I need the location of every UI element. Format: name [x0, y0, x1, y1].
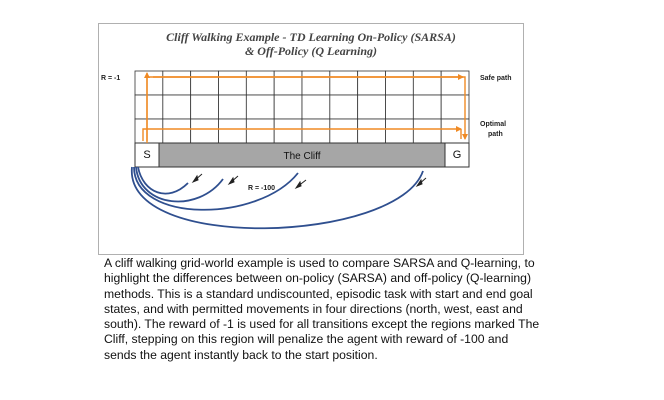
grid-cell: [162, 70, 192, 96]
grid-cell: [162, 94, 192, 120]
start-label: S: [143, 149, 150, 161]
goal-cell: [444, 142, 470, 168]
grid-cell: [134, 94, 164, 120]
grid-cell: [190, 118, 219, 144]
grid-world: [134, 70, 470, 144]
grid-cell: [385, 118, 414, 144]
cliff-label: The Cliff: [283, 151, 320, 162]
grid-cell: [301, 94, 331, 120]
grid-cell: [329, 70, 359, 96]
grid-cell: [273, 118, 303, 144]
grid-cell: [134, 118, 164, 144]
figure-caption: A cliff walking grid-world example is us…: [104, 256, 540, 362]
grid-cell: [273, 94, 303, 120]
optimal-path: [142, 126, 462, 141]
cliff-walking-diagram: Cliff Walking Example - TD Learning On-P…: [98, 23, 524, 255]
cliff-return-curves: [131, 166, 424, 230]
grid-cell: [134, 70, 164, 96]
optimal-path-label-2: path: [488, 131, 503, 138]
grid-cell: [357, 94, 386, 120]
grid-cell: [273, 70, 303, 96]
figure-title-line-1: Cliff Walking Example - TD Learning On-P…: [166, 30, 456, 44]
return-curve-1: [137, 166, 189, 195]
start-cell: [134, 142, 160, 168]
cliff-reward-label: R = -100: [248, 185, 275, 192]
grid-cell: [412, 94, 442, 120]
grid-cell: [218, 94, 247, 120]
grid-cell: [301, 118, 331, 144]
grid-cell: [162, 118, 192, 144]
grid-cell: [329, 118, 359, 144]
grid-cell: [190, 70, 219, 96]
grid-cell: [385, 94, 414, 120]
return-curve-3: [133, 166, 299, 211]
grid-cell: [245, 94, 275, 120]
grid-cell: [218, 70, 247, 96]
grid-cell: [245, 70, 275, 96]
goal-label: G: [453, 149, 462, 161]
grid-cell: [301, 70, 331, 96]
return-curve-4: [131, 166, 424, 230]
optimal-path-label-1: Optimal: [480, 121, 506, 128]
grid-cell: [357, 118, 386, 144]
return-curve-2: [135, 166, 224, 203]
grid-cell: [245, 118, 275, 144]
grid-cell: [329, 94, 359, 120]
grid-cell: [218, 118, 247, 144]
grid-cell: [412, 118, 442, 144]
grid-cell: [412, 70, 442, 96]
cliff-walking-figure: Cliff Walking Example - TD Learning On-P…: [98, 23, 524, 255]
grid-cell: [357, 70, 386, 96]
cliff-region: [158, 142, 446, 168]
grid-cell: [385, 70, 414, 96]
figure-title-line-2: & Off-Policy (Q Learning): [245, 44, 377, 58]
fall-arrows: [191, 173, 427, 190]
safe-path-label: Safe path: [480, 75, 512, 82]
step-reward-label: R = -1: [101, 75, 120, 82]
grid-cell: [190, 94, 219, 120]
